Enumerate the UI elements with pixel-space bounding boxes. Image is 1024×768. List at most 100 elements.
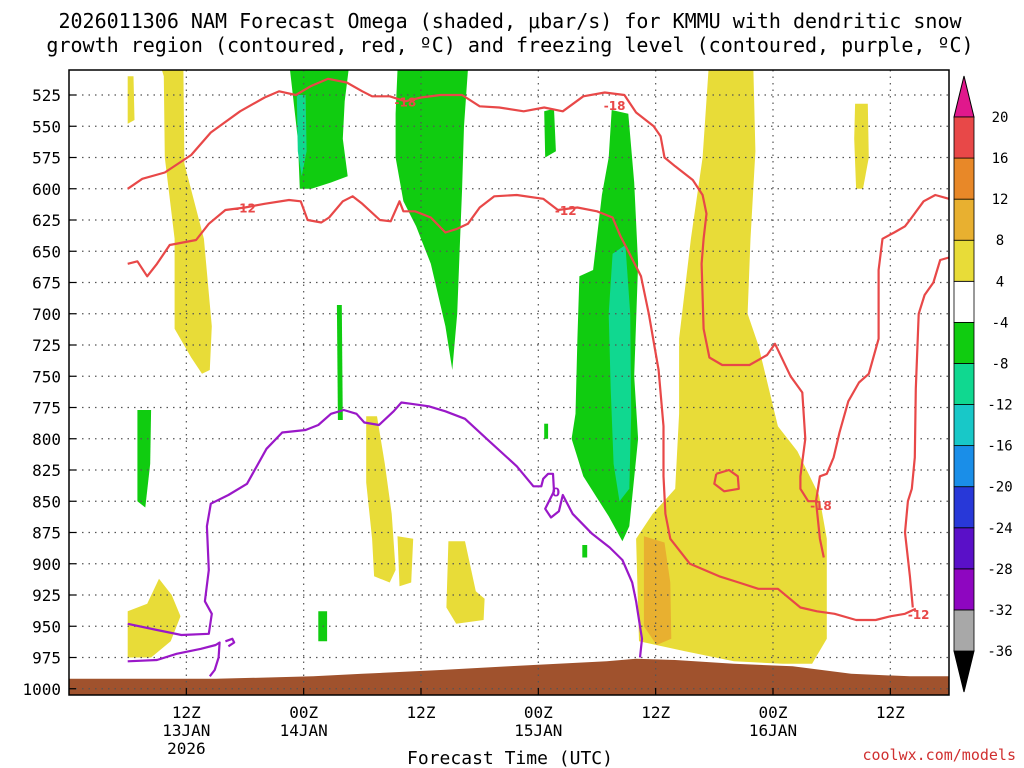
x-tick-label-48-0: 00Z bbox=[524, 703, 553, 722]
omega-region-0 bbox=[161, 70, 212, 374]
y-tick-label-950: 950 bbox=[32, 617, 61, 636]
colorbar-label--16: -16 bbox=[987, 439, 1012, 455]
omega-region-16 bbox=[582, 545, 588, 558]
dgz-line-2 bbox=[814, 193, 950, 558]
x-tick-label-60-0: 12Z bbox=[641, 703, 670, 722]
omega-region-14 bbox=[336, 305, 343, 420]
y-tick-label-700: 700 bbox=[32, 305, 61, 324]
dgz-line-4 bbox=[713, 468, 740, 493]
plot-area: 0 -18 -12 -18 -12 -18 -12 bbox=[68, 69, 950, 696]
dgz-line-0 bbox=[127, 77, 817, 503]
colorbar-label--36: -36 bbox=[987, 644, 1012, 660]
x-tick-label-48-1: 15JAN bbox=[514, 721, 562, 740]
colorbar-label-12: 12 bbox=[992, 192, 1009, 208]
y-tick-label-975: 975 bbox=[32, 649, 61, 668]
y-tick-label-900: 900 bbox=[32, 555, 61, 574]
omega-region-11 bbox=[544, 108, 556, 158]
dgz-label-0: -18 bbox=[395, 95, 417, 109]
chart-subtitle: growth region (contoured, red, ºC) and f… bbox=[46, 33, 973, 57]
colorbar-box-1 bbox=[953, 568, 975, 611]
y-axis: 525 550 575 600 625 650 675 700 725 750 775 800 825 8… bbox=[22, 86, 76, 699]
dgz-extra-label-1: -12 bbox=[555, 204, 577, 218]
omega-region-13 bbox=[137, 410, 152, 508]
colorbar-label--20: -20 bbox=[987, 480, 1012, 496]
dgz-extra-label-0: -18 bbox=[604, 99, 626, 113]
colorbar-box-10 bbox=[953, 198, 975, 241]
dgz-label-1: -12 bbox=[234, 202, 256, 216]
colorbar-label-8: 8 bbox=[996, 233, 1004, 249]
x-tick-label-12-0: 12Z bbox=[172, 703, 201, 722]
terrain bbox=[69, 658, 949, 695]
y-tick-label-1000: 1000 bbox=[22, 680, 61, 699]
x-tick-label-72-1: 16JAN bbox=[749, 721, 797, 740]
omega-region-8 bbox=[643, 536, 672, 645]
x-tick-label-12-2: 2026 bbox=[167, 739, 206, 758]
colorbar-box-8 bbox=[953, 280, 975, 323]
y-tick-label-825: 825 bbox=[32, 461, 61, 480]
y-tick-label-775: 775 bbox=[32, 399, 61, 418]
colorbar-over-arrow bbox=[953, 75, 975, 118]
y-tick-label-550: 550 bbox=[32, 117, 61, 136]
omega-region-7 bbox=[854, 103, 869, 189]
colorbar-box-6 bbox=[953, 363, 975, 405]
omega-region-6 bbox=[636, 70, 827, 664]
colorbar-label--32: -32 bbox=[987, 603, 1012, 619]
y-tick-label-725: 725 bbox=[32, 336, 61, 355]
colorbar: -36 -32 -28 -24 -20 -16 -12 -8 -4 4 8 12 16 20 bbox=[953, 75, 1013, 693]
dgz-extra-label-3: -12 bbox=[908, 608, 930, 622]
y-tick-label-925: 925 bbox=[32, 586, 61, 605]
omega-region-19 bbox=[608, 245, 632, 502]
colorbar-label--4: -4 bbox=[992, 315, 1009, 331]
colorbar-box-2 bbox=[953, 527, 975, 570]
x-tick-label-72-0: 00Z bbox=[759, 703, 788, 722]
omega-region-5 bbox=[446, 541, 485, 624]
freezing-line-2 bbox=[225, 637, 236, 648]
freezing-level-contours: 0 bbox=[127, 401, 644, 677]
omega-region-3 bbox=[366, 416, 396, 583]
x-tick-label-24-1: 14JAN bbox=[280, 721, 328, 740]
colorbar-label--8: -8 bbox=[992, 356, 1009, 372]
plot-frame bbox=[68, 69, 950, 696]
y-tick-label-525: 525 bbox=[32, 86, 61, 105]
y-tick-label-650: 650 bbox=[32, 242, 61, 261]
colorbar-box-9 bbox=[953, 239, 975, 282]
colorbar-label--12: -12 bbox=[987, 398, 1012, 414]
colorbar-box-3 bbox=[953, 486, 975, 529]
watermark: coolwx.com/models bbox=[862, 746, 1016, 764]
colorbar-under-arrow bbox=[953, 650, 975, 693]
colorbar-box-12 bbox=[953, 116, 975, 159]
colorbar-box-11 bbox=[953, 157, 975, 200]
chart-title: 2026011306 NAM Forecast Omega (shaded, μ… bbox=[58, 9, 962, 33]
colorbar-label-16: 16 bbox=[992, 151, 1009, 167]
y-tick-label-675: 675 bbox=[32, 274, 61, 293]
dgz-extra-label-2: -18 bbox=[810, 499, 832, 513]
omega-region-1 bbox=[127, 76, 135, 124]
dgz-line-1 bbox=[127, 193, 917, 622]
x-tick-label-36-0: 12Z bbox=[407, 703, 436, 722]
colorbar-box-5 bbox=[953, 404, 975, 447]
x-axis-label: Forecast Time (UTC) bbox=[407, 748, 613, 768]
terrain-fill bbox=[69, 658, 949, 695]
omega-region-4 bbox=[397, 536, 414, 587]
y-tick-label-800: 800 bbox=[32, 430, 61, 449]
x-tick-label-84-0: 12Z bbox=[876, 703, 905, 722]
dgz-contours: -18 -12 -18 -12 -18 -12 bbox=[127, 77, 950, 622]
y-tick-label-850: 850 bbox=[32, 492, 61, 511]
colorbar-label-4: 4 bbox=[996, 274, 1004, 290]
omega-region-17 bbox=[544, 423, 549, 439]
x-tick-label-12-1: 13JAN bbox=[162, 721, 210, 740]
y-tick-label-600: 600 bbox=[32, 180, 61, 199]
y-tick-label-875: 875 bbox=[32, 524, 61, 543]
y-tick-label-575: 575 bbox=[32, 149, 61, 168]
freezing-line-0 bbox=[127, 401, 644, 658]
omega-region-2 bbox=[127, 578, 181, 658]
colorbar-box-0 bbox=[953, 609, 975, 652]
y-tick-label-750: 750 bbox=[32, 367, 61, 386]
colorbar-box-7 bbox=[953, 321, 975, 364]
grid-lines bbox=[69, 70, 949, 695]
colorbar-label-20: 20 bbox=[992, 110, 1009, 126]
dgz-line-3 bbox=[903, 256, 950, 608]
colorbar-label--28: -28 bbox=[987, 562, 1012, 578]
